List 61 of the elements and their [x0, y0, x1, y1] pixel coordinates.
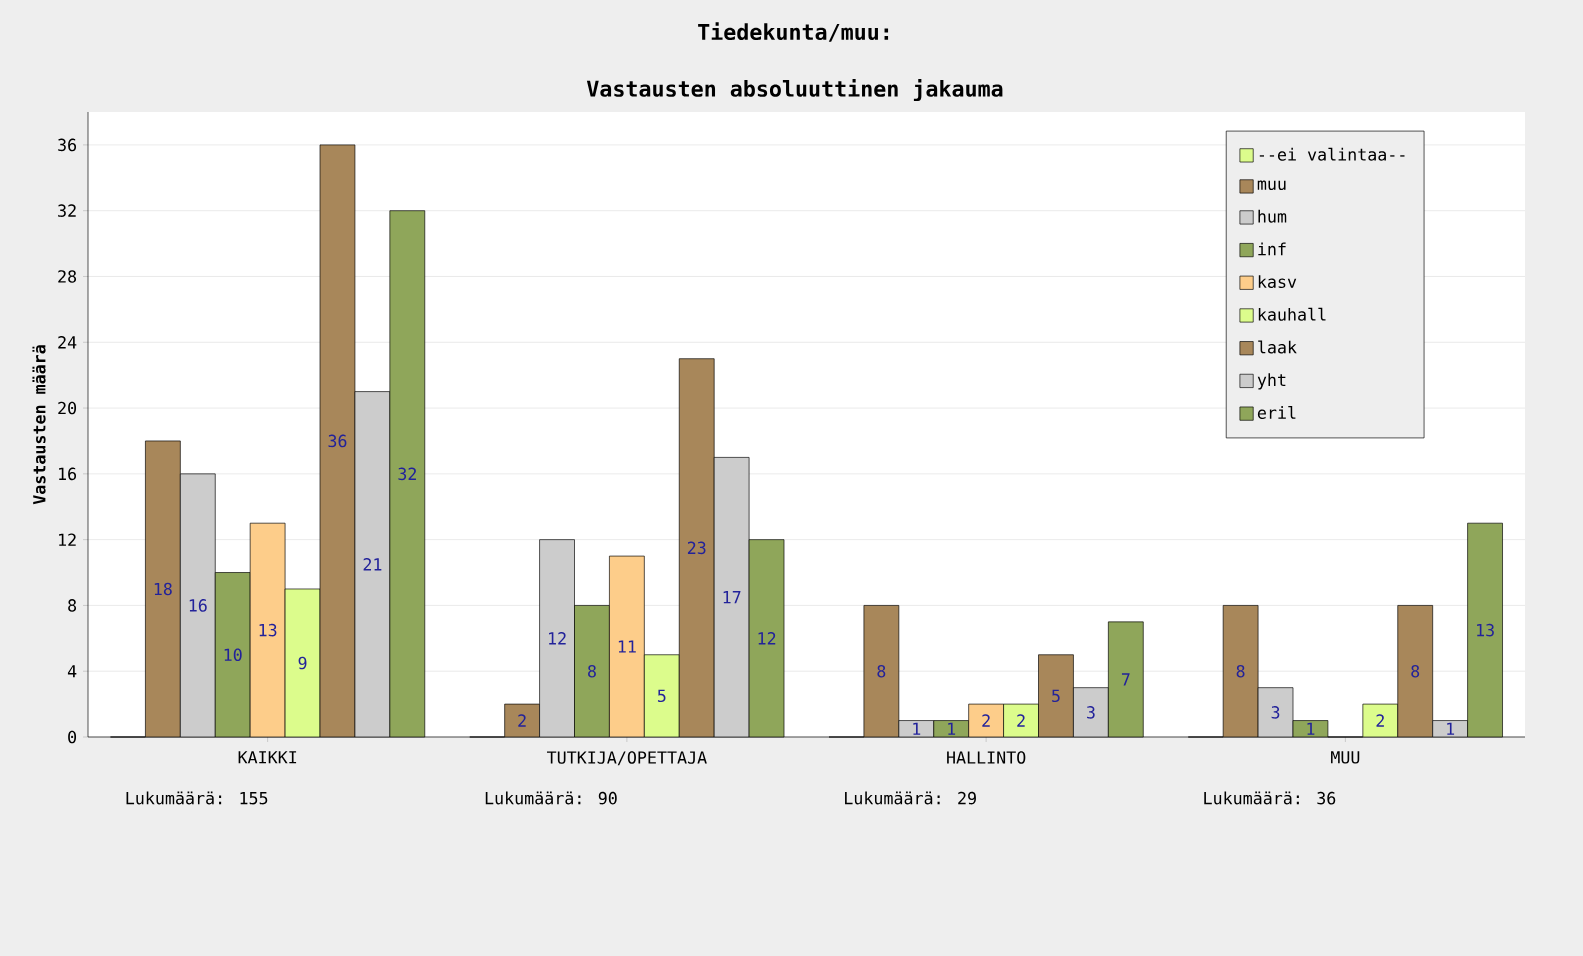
- data-label: 1: [913, 722, 921, 735]
- legend-label: laak: [1258, 340, 1297, 354]
- legend-label: hum: [1258, 209, 1287, 223]
- legend-label: eril: [1257, 405, 1296, 419]
- data-label: 2: [1017, 714, 1025, 727]
- y-tick-label: 0: [68, 730, 77, 744]
- text: Lukumäärä: 90: [485, 791, 617, 805]
- data-label: 2: [518, 714, 526, 727]
- data-label: 8: [877, 664, 886, 678]
- y-tick-label: 36: [58, 138, 77, 152]
- data-label: 32: [398, 467, 416, 481]
- data-label: 18: [154, 582, 172, 596]
- legend-label: kasv: [1258, 275, 1297, 289]
- text: Lukumäärä: 155: [126, 791, 268, 805]
- data-label: 13: [1477, 623, 1494, 637]
- y-tick-label: 16: [59, 467, 77, 481]
- data-label: 8: [1236, 664, 1245, 678]
- text: Lukumäärä: 36: [1204, 791, 1336, 805]
- data-label: 8: [1411, 664, 1420, 678]
- data-label: 2: [982, 714, 990, 727]
- y-axis-title: Vastausten määrä: [32, 345, 46, 505]
- y-tick-label: 4: [67, 665, 77, 678]
- x-tick-label: KAIKKI: [238, 751, 297, 764]
- y-tick-label: 28: [58, 270, 77, 283]
- legend-label: muu: [1257, 180, 1286, 191]
- data-label: 1: [1307, 722, 1315, 735]
- legend-label: kauhall: [1258, 307, 1326, 321]
- data-label: 1: [1447, 722, 1455, 735]
- data-label: 3: [1087, 706, 1095, 719]
- x-tick-label: HALLINTO: [947, 751, 1026, 764]
- chart-subtitle: Vastausten absoluuttinen jakauma: [586, 78, 1003, 102]
- data-label: 2: [1376, 714, 1384, 727]
- text: Lukumäärä: 29: [845, 791, 976, 805]
- y-tick-label: 24: [58, 336, 77, 349]
- data-label: 16: [189, 599, 207, 612]
- data-label: 1: [948, 722, 956, 735]
- legend-label: yht: [1257, 373, 1286, 390]
- data-label: 9: [298, 656, 307, 670]
- data-label: 21: [363, 558, 382, 571]
- data-label: 13: [259, 623, 277, 637]
- y-tick-label: 20: [58, 401, 77, 415]
- legend-label: inf: [1258, 242, 1286, 256]
- x-tick-label: MUU: [1331, 751, 1360, 764]
- data-label: 12: [758, 632, 776, 645]
- data-label: 11: [618, 640, 636, 653]
- data-label: 10: [224, 648, 242, 662]
- legend-label: --ei valintaa--: [1259, 147, 1405, 161]
- y-tick-label: 8: [68, 599, 77, 612]
- data-label: 5: [1052, 689, 1060, 703]
- data-label: 8: [588, 664, 596, 678]
- y-tick-label: 32: [58, 204, 76, 217]
- chart-title: Tiedekunta/muu:: [698, 22, 889, 42]
- data-label: 12: [549, 632, 566, 645]
- x-tick-label: TUTKIJA/OPETTAJA: [547, 751, 707, 766]
- y-tick-label: 12: [59, 533, 76, 546]
- data-label: 3: [1271, 706, 1280, 719]
- data-label: 5: [657, 689, 666, 703]
- data-label: 17: [723, 591, 741, 604]
- data-label: 23: [687, 541, 706, 555]
- data-label: 36: [328, 434, 347, 448]
- data-label: 7: [1121, 673, 1130, 686]
